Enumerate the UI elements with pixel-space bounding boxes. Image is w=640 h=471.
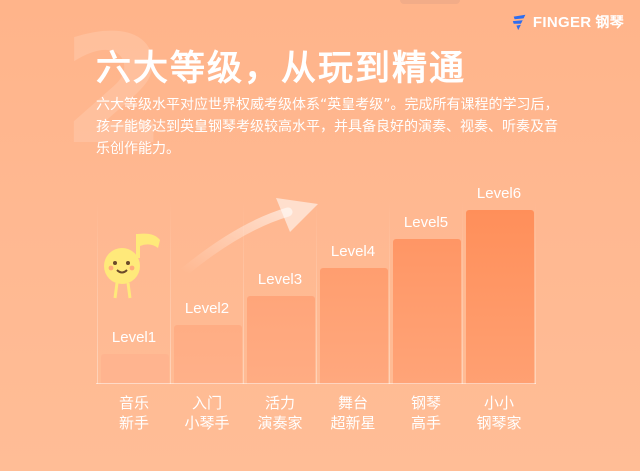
category-label-line: 新手: [118, 414, 149, 432]
category-label: 舞台 超新星: [313, 393, 393, 433]
bar-level-5: [393, 238, 461, 384]
top-decoration: [400, 0, 460, 4]
bar-data-label: Level3: [257, 271, 303, 289]
category-label-line: 钢琴家: [476, 414, 522, 432]
column-divider: [97, 200, 98, 384]
category-label-line: 高手: [410, 414, 441, 432]
category-label: 入门 小琴手: [167, 393, 247, 433]
column-divider: [462, 200, 463, 384]
brand-logo: FINGER 钢琴: [511, 12, 624, 32]
category-label: 活力 演奏家: [240, 393, 320, 433]
brand-name: FINGER: [532, 13, 592, 31]
column-divider: [389, 200, 390, 384]
column-divider: [535, 200, 536, 384]
category-label-line: 活力: [264, 394, 295, 412]
category-label-line: 超新星: [330, 414, 376, 432]
bar-data-label: Level4: [330, 242, 376, 260]
category-label-line: 入门: [191, 394, 222, 412]
column-divider: [243, 200, 244, 384]
bar-data-label: Level1: [111, 329, 157, 346]
page-description: 六大等级水平对应世界权威考级体系“英皇考级”。完成所有课程的学习后，孩子能够达到…: [96, 97, 559, 157]
bar-data-label: Level5: [403, 213, 449, 231]
bar-data-label: Level6: [476, 185, 522, 202]
music-note-mascot-icon: [104, 233, 160, 299]
category-label-line: 钢琴: [410, 394, 441, 412]
column-divider: [316, 200, 317, 384]
brand-suffix: 钢琴: [595, 14, 624, 30]
bar-level-1: [101, 354, 169, 384]
category-label-line: 音乐: [118, 394, 149, 412]
bar-data-label: Level2: [184, 300, 230, 318]
bar-level-3: [247, 296, 315, 384]
category-label: 钢琴 高手: [386, 393, 466, 433]
category-label-line: 演奏家: [257, 414, 303, 432]
chart-baseline: [96, 383, 536, 384]
page-title: 六大等级，从玩到精通: [96, 49, 467, 89]
category-label-line: 小琴手: [184, 414, 230, 432]
bar-level-6: [466, 210, 534, 384]
growth-arrow-icon: [180, 198, 318, 277]
bar-level-2: [174, 325, 242, 384]
category-label-line: 舞台: [337, 394, 368, 412]
category-label: 小小 钢琴家: [459, 393, 539, 433]
bar-level-4: [320, 267, 388, 384]
column-divider: [170, 200, 171, 384]
watermark-number: 2: [62, 4, 167, 178]
category-label: 音乐 新手: [94, 393, 174, 433]
category-label-line: 小小: [483, 394, 514, 412]
finger-logo-icon: [512, 14, 526, 31]
